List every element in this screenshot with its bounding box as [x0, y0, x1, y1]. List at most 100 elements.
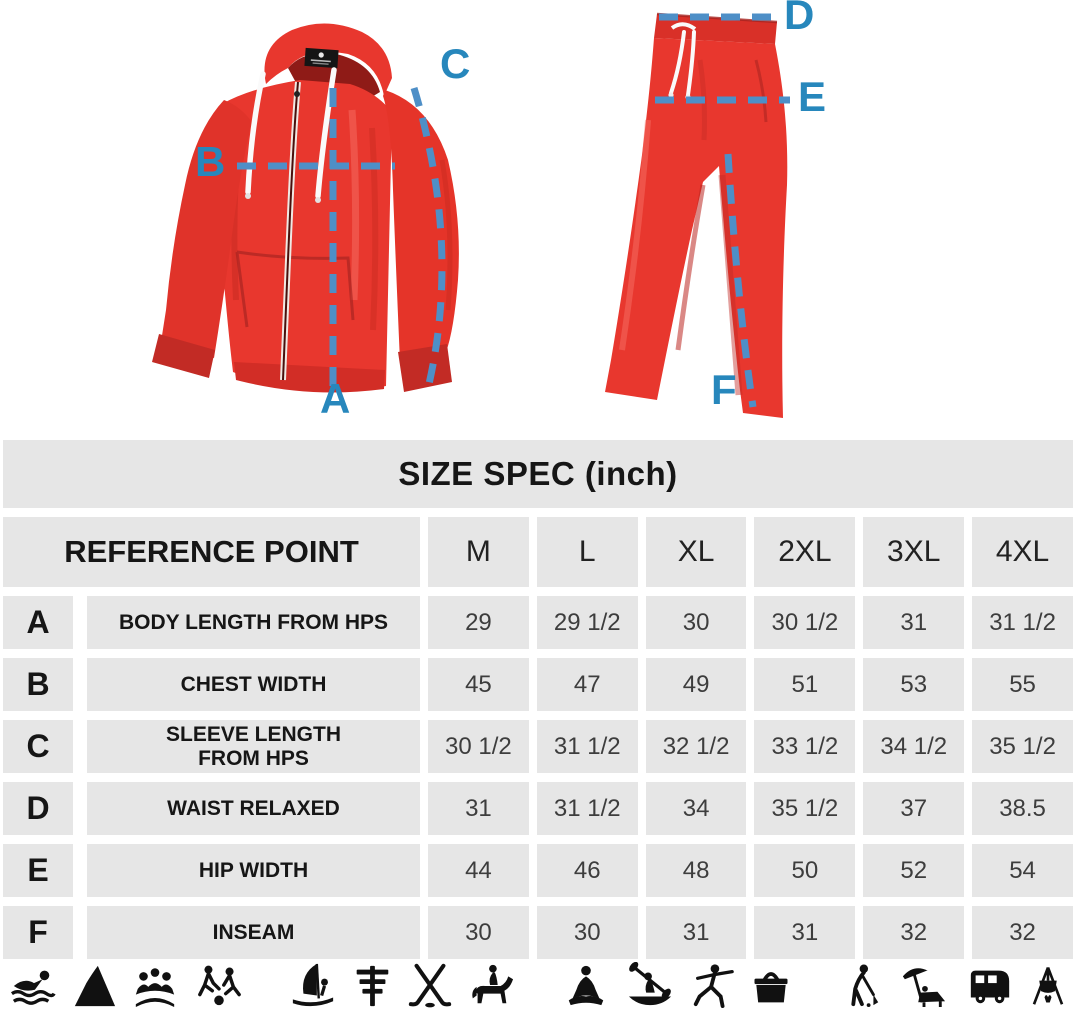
header-size-4xl: 4XL	[972, 517, 1073, 587]
value-cell: 49	[645, 658, 747, 711]
value-cell: 53	[863, 658, 965, 711]
value-cell: 30 1/2	[428, 720, 529, 773]
tai-chi-icon	[693, 964, 734, 1008]
yoga-icon	[568, 965, 604, 1006]
measure-point-d: D	[784, 0, 815, 38]
header-size-3xl: 3XL	[863, 517, 965, 587]
golf-icon	[851, 964, 879, 1008]
collar-brand-label	[304, 47, 339, 69]
camp-cooking-icon	[1032, 967, 1064, 1005]
point-cell: A	[3, 596, 73, 649]
measure-point-c: C	[440, 40, 471, 87]
value-cell: 35 1/2	[972, 720, 1073, 773]
ice-hockey-icon	[408, 963, 452, 1008]
value-cell: 46	[536, 844, 638, 897]
value-cell: 31	[863, 596, 965, 649]
kayaking-icon	[628, 962, 672, 1006]
value-cell: 37	[863, 782, 965, 835]
value-cell: 32	[863, 906, 965, 959]
value-cell: 31 1/2	[972, 596, 1073, 649]
value-cell: 50	[754, 844, 856, 897]
header-size-m: M	[428, 517, 529, 587]
measure-point-f: F	[711, 366, 737, 413]
value-cell: 48	[645, 844, 747, 897]
value-cell: 55	[972, 658, 1073, 711]
header-size-2xl: 2XL	[754, 517, 856, 587]
activity-icons-strip	[0, 956, 1076, 1014]
label-cell: HIP WIDTH	[87, 844, 420, 897]
value-cell: 31	[428, 782, 529, 835]
icon-group-1	[7, 962, 245, 1008]
value-cell: 54	[972, 844, 1073, 897]
value-cell: 29	[428, 596, 529, 649]
value-cell: 30	[536, 906, 638, 959]
header-reference-point: REFERENCE POINT	[3, 517, 420, 587]
table-header-row: REFERENCE POINT M L XL 2XL 3XL 4XL	[3, 517, 1073, 587]
icon-group-3	[561, 962, 793, 1008]
value-cell: 52	[863, 844, 965, 897]
header-size-xl: XL	[645, 517, 747, 587]
swimming-icon	[10, 970, 56, 1005]
point-cell: C	[3, 720, 73, 773]
value-cell: 34 1/2	[863, 720, 965, 773]
label-cell: WAIST RELAXED	[87, 782, 420, 835]
value-cell: 51	[754, 658, 856, 711]
value-cell: 31 1/2	[536, 782, 638, 835]
value-cell: 45	[428, 658, 529, 711]
value-cell: 30	[428, 906, 529, 959]
value-cell: 31	[645, 906, 747, 959]
measure-point-a: A	[320, 375, 351, 422]
value-cell: 30 1/2	[754, 596, 856, 649]
size-row-f: F INSEAM 30 30 31 31 32 32	[3, 906, 1073, 959]
line-f	[724, 153, 757, 408]
point-cell: E	[3, 844, 73, 897]
value-cell: 34	[645, 782, 747, 835]
size-spec-title: SIZE SPEC (inch)	[3, 440, 1073, 508]
beach-lounging-icon	[902, 968, 946, 1008]
value-cell: 47	[536, 658, 638, 711]
value-cell: 38.5	[972, 782, 1073, 835]
size-row-c: C SLEEVE LENGTH FROM HPS 30 1/2 31 1/2 3…	[3, 720, 1073, 773]
horseback-riding-icon	[472, 964, 514, 1004]
hoodie-illustration	[152, 23, 459, 393]
line-c	[410, 86, 446, 385]
size-row-a: A BODY LENGTH FROM HPS 29 29 1/2 30 30 1…	[3, 596, 1073, 649]
label-cell: CHEST WIDTH	[87, 658, 420, 711]
value-cell: 33 1/2	[754, 720, 856, 773]
measure-point-b: B	[195, 138, 226, 185]
size-row-e: E HIP WIDTH 44 46 48 50 52 54	[3, 844, 1073, 897]
point-cell: D	[3, 782, 73, 835]
windsurfing-icon	[292, 963, 334, 1007]
measure-point-e: E	[798, 73, 827, 120]
camper-van-icon	[970, 970, 1010, 1004]
value-cell: 32	[972, 906, 1073, 959]
value-cell: 29 1/2	[536, 596, 638, 649]
value-cell: 31 1/2	[536, 720, 638, 773]
picnic-basket-icon	[754, 972, 788, 1003]
header-size-l: L	[536, 517, 638, 587]
soccer-icon	[198, 965, 241, 1006]
point-cell: F	[3, 906, 73, 959]
garment-illustrations	[152, 12, 790, 418]
label-cell: BODY LENGTH FROM HPS	[87, 596, 420, 649]
label-cell: SLEEVE LENGTH FROM HPS	[87, 720, 420, 773]
label-cell: INSEAM	[87, 906, 420, 959]
value-cell: 30	[645, 596, 747, 649]
measurement-lines	[237, 13, 790, 408]
sweatpants-illustration	[605, 12, 788, 418]
value-cell: 31	[754, 906, 856, 959]
garment-measurement-diagram: A B C D E F	[0, 0, 1076, 436]
value-cell: 44	[428, 844, 529, 897]
icon-group-2	[289, 962, 517, 1008]
value-cell: 35 1/2	[754, 782, 856, 835]
trail-sign-icon	[356, 965, 389, 1007]
campfire-group-icon	[135, 968, 175, 1008]
point-cell: B	[3, 658, 73, 711]
value-cell: 32 1/2	[645, 720, 747, 773]
mountain-icon	[74, 965, 116, 1007]
icon-group-4	[837, 962, 1069, 1008]
size-row-d: D WAIST RELAXED 31 31 1/2 34 35 1/2 37 3…	[3, 782, 1073, 835]
size-row-b: B CHEST WIDTH 45 47 49 51 53 55	[3, 658, 1073, 711]
size-spec-table: SIZE SPEC (inch) REFERENCE POINT M L XL …	[3, 440, 1073, 959]
